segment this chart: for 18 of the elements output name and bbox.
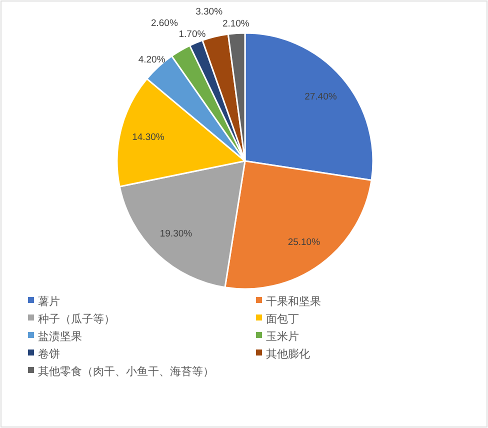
data-label: 19.30% [160,228,193,240]
data-label: 27.40% [304,91,338,102]
legend-label: 盐渍坚果 [38,330,82,343]
data-label: 2.10% [222,18,250,30]
legend-label: 干果和坚果 [266,294,321,308]
data-label: 1.70% [178,28,206,40]
data-label: 4.20% [138,54,166,66]
legend-label: 其他膨化 [266,347,310,360]
data-label: 14.30% [132,132,165,143]
data-label: 3.30% [196,6,224,18]
legend-label: 面包丁 [266,312,299,326]
legend-label: 其他零食（肉干、小鱼干、海苔等） [38,364,214,378]
legend-label: 玉米片 [266,330,299,343]
legend-label: 种子（瓜子等） [38,312,115,326]
data-label: 25.10% [288,236,321,248]
legend-label: 薯片 [38,294,60,308]
data-label: 2.60% [150,18,178,30]
legend-label: 卷饼 [38,347,60,360]
